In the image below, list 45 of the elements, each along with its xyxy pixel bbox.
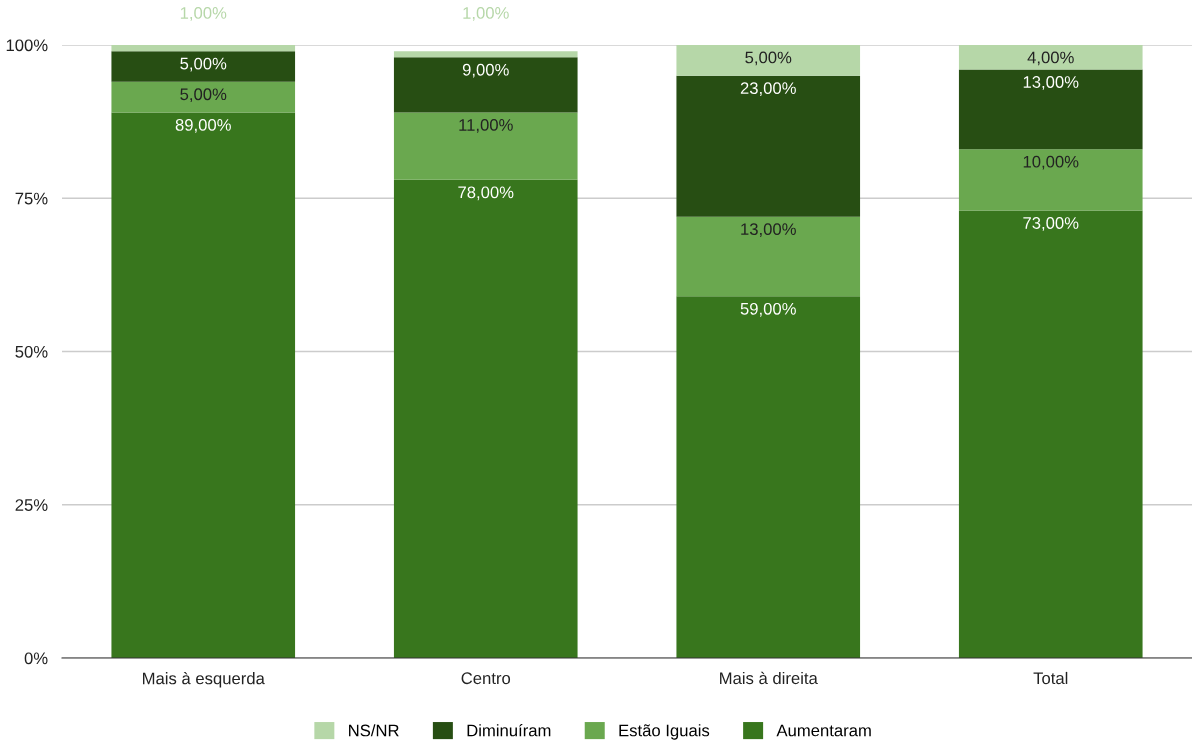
data-label: 5,00% bbox=[745, 51, 792, 66]
data-label: 13,00% bbox=[1023, 76, 1079, 90]
data-label: 13,00% bbox=[741, 223, 796, 237]
y-tick-label: 50% bbox=[15, 345, 48, 358]
bar bbox=[111, 51, 296, 82]
x-tick-label: Mais à direita bbox=[720, 671, 818, 685]
bar bbox=[958, 149, 1143, 211]
x-tick-label: Centro bbox=[461, 672, 511, 685]
bar bbox=[393, 179, 578, 658]
y-tick-label: 25% bbox=[15, 499, 48, 511]
x-tick-label: Mais à esquerda bbox=[143, 671, 265, 688]
y-tick-label: 100% bbox=[6, 39, 48, 52]
data-label: 78,00% bbox=[458, 186, 514, 201]
bar bbox=[676, 216, 861, 297]
bar bbox=[958, 210, 1143, 658]
bar bbox=[958, 69, 1143, 150]
bar bbox=[676, 45, 861, 76]
data-label: 1,00% bbox=[463, 7, 509, 21]
bar bbox=[393, 51, 578, 58]
bar bbox=[958, 45, 1143, 70]
y-tick-label: 75% bbox=[15, 192, 48, 205]
bar bbox=[111, 81, 296, 113]
data-label: 59,00% bbox=[740, 302, 796, 317]
data-label: 23,00% bbox=[740, 82, 796, 96]
bar bbox=[111, 112, 296, 658]
legend-label: Diminuíram bbox=[467, 723, 551, 737]
legend-label: Estão Iguais bbox=[619, 724, 710, 740]
bar bbox=[393, 57, 578, 113]
data-label: 1,00% bbox=[180, 7, 227, 21]
bar bbox=[111, 45, 296, 52]
legend-label: NS/NR bbox=[349, 724, 399, 737]
x-tick-label: Total bbox=[1033, 671, 1068, 685]
data-label: 4,00% bbox=[1027, 51, 1074, 66]
data-label: 73,00% bbox=[1023, 217, 1079, 231]
bar bbox=[676, 296, 861, 658]
bar bbox=[676, 75, 861, 217]
data-label: 5,00% bbox=[180, 57, 227, 72]
y-tick-label: 0% bbox=[24, 652, 48, 665]
data-label: 10,00% bbox=[1023, 155, 1079, 170]
data-label: 89,00% bbox=[175, 119, 231, 133]
legend-label: Aumentaram bbox=[776, 724, 871, 737]
bar bbox=[393, 112, 578, 180]
data-label: 5,00% bbox=[180, 88, 227, 103]
data-label: 9,00% bbox=[462, 63, 509, 78]
data-label: 11,00% bbox=[459, 119, 513, 133]
